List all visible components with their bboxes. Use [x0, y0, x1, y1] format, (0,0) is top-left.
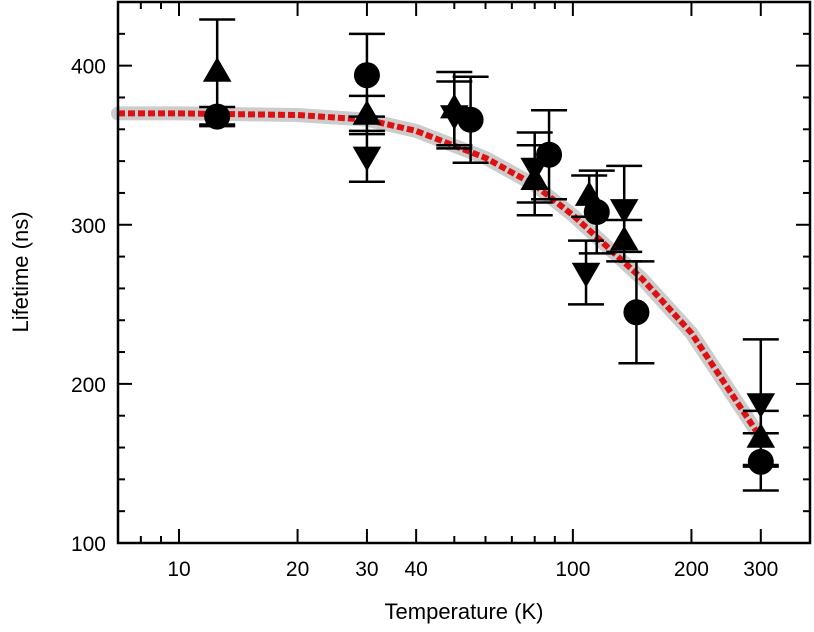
x-tick-label: 10 — [167, 558, 190, 581]
triangle-up-marker — [609, 225, 639, 251]
triangle-up-marker — [202, 57, 232, 82]
triangle-down-marker — [520, 157, 550, 183]
triangle-up-marker — [746, 423, 776, 448]
x-tick-label: 20 — [286, 558, 309, 581]
triangle-down-marker — [571, 262, 601, 288]
circle-marker — [623, 299, 650, 326]
x-axis-title: Temperature (K) — [385, 599, 544, 624]
x-tick-label: 40 — [404, 558, 427, 581]
x-tick-label: 100 — [555, 558, 590, 581]
y-axis-title: Lifetime (ns) — [8, 211, 33, 332]
plot-frame — [116, 0, 812, 545]
x-tick-label: 30 — [355, 558, 378, 581]
circle-marker — [747, 448, 774, 475]
triangle-down-marker — [609, 199, 639, 224]
y-tick-label: 200 — [71, 374, 106, 397]
x-tick-label: 300 — [743, 558, 778, 581]
tick-layer: 10 20 30 40 100 200 300 100 200 300 400 — [71, 2, 810, 581]
circle-marker — [353, 62, 380, 89]
triangle-down-marker — [440, 105, 469, 130]
fit-curve-layer — [111, 106, 768, 445]
y-tick-label: 300 — [71, 215, 106, 238]
triangle-down-marker — [746, 393, 776, 418]
y-tick-label: 100 — [71, 533, 106, 556]
y-tick-label: 400 — [71, 56, 106, 79]
fit-curve-line — [118, 110, 764, 440]
triangle-up-marker — [352, 100, 382, 125]
triangle-down-marker — [352, 146, 382, 172]
marker-layer — [202, 57, 776, 475]
triangle-up-marker — [574, 181, 604, 206]
circle-marker — [204, 103, 231, 130]
x-tick-label: 200 — [674, 558, 709, 581]
